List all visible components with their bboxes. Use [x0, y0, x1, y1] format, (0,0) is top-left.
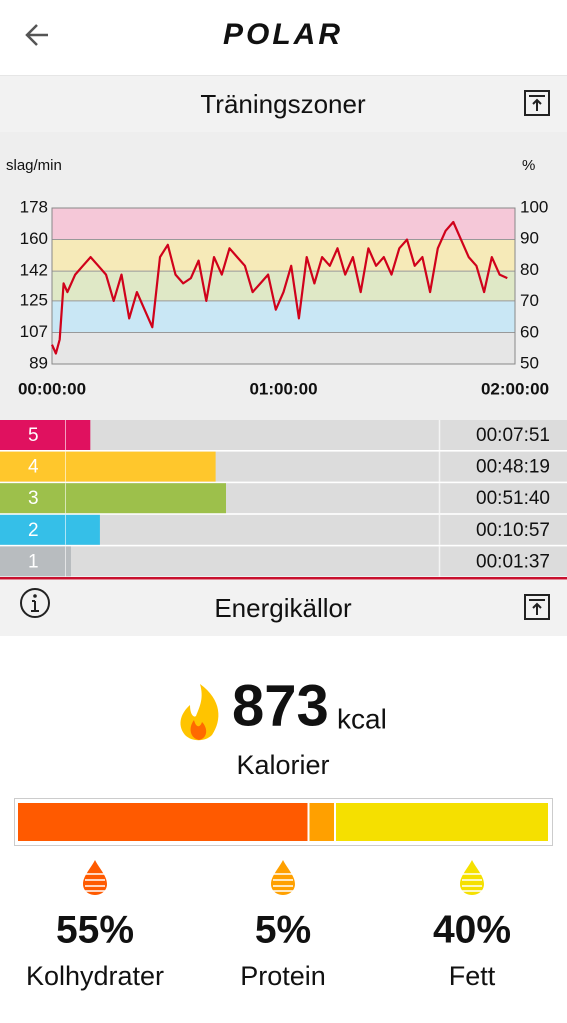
energy-name: Fett	[449, 961, 496, 991]
hr-chart: slag/min % 89 107 125 142 160 178 50 60 70 80 90 100 0…	[6, 157, 549, 399]
y-tick-label: 107	[20, 322, 48, 341]
x-tick-label: 02:00:00	[481, 379, 549, 398]
energy-segment	[309, 803, 334, 841]
zone-time: 00:07:51	[476, 425, 550, 446]
back-button[interactable]	[25, 24, 48, 46]
zone-band	[52, 239, 515, 272]
zone-time: 00:10:57	[476, 520, 550, 541]
energy-segment	[336, 803, 548, 841]
y2-tick-label: 90	[520, 229, 539, 248]
zone-number: 1	[28, 551, 39, 572]
energy-name: Kolhydrater	[26, 961, 164, 991]
zone-time: 00:48:19	[476, 457, 550, 478]
y-tick-label: 178	[20, 197, 48, 216]
energy-percent: 40%	[433, 908, 511, 951]
y2-tick-label: 60	[520, 322, 539, 341]
energy-segment	[18, 803, 308, 841]
zone-band	[52, 271, 515, 301]
section-title: Energikällor	[214, 593, 352, 623]
energy-percent: 5%	[255, 908, 311, 951]
divider	[0, 577, 567, 580]
zone-number: 3	[28, 488, 39, 509]
energy-sources: 55% Kolhydrater 5% Protein 40% Fett	[18, 803, 548, 991]
zone-row-bg	[0, 420, 567, 450]
zone-bar	[0, 451, 216, 482]
y-axis-label: slag/min	[6, 157, 62, 174]
calories-value: 873	[232, 673, 329, 738]
x-tick-label: 01:00:00	[249, 379, 317, 398]
zone-time: 00:51:40	[476, 488, 550, 509]
y2-tick-label: 70	[520, 291, 539, 310]
drop-icon	[83, 860, 107, 895]
y-tick-label: 125	[20, 290, 48, 309]
logo: POLAR	[223, 18, 343, 51]
calories-label: Kalorier	[236, 750, 329, 780]
zone-band	[52, 332, 515, 364]
section-bar	[0, 76, 567, 132]
zone-band	[52, 300, 515, 333]
zone-bar	[0, 546, 72, 577]
export-button[interactable]	[524, 90, 550, 116]
y-tick-label: 89	[29, 353, 48, 372]
header	[0, 0, 567, 75]
hr-line	[50, 220, 508, 355]
zone-band	[52, 208, 515, 240]
drop-icon	[271, 860, 295, 895]
zone-table: 5 00:07:51 4 00:48:19 3 00:51:40 2 00:10:57 1 00:…	[0, 420, 567, 577]
zone-time: 00:01:37	[476, 551, 550, 572]
export-button[interactable]	[524, 594, 550, 620]
y-tick-label: 160	[20, 229, 48, 248]
x-tick-label: 00:00:00	[18, 379, 86, 398]
zone-bar	[0, 514, 100, 545]
flame-icon	[180, 684, 219, 741]
section-bar	[0, 580, 567, 636]
zone-number: 2	[28, 520, 39, 541]
zone-number: 4	[28, 457, 39, 478]
zone-bar	[0, 420, 91, 450]
section-title: Träningszoner	[200, 89, 366, 119]
y2-tick-label: 80	[520, 260, 539, 279]
zone-number: 5	[28, 425, 39, 446]
zone-row-bg	[0, 546, 567, 577]
energy-percent: 55%	[56, 908, 134, 951]
plot-frame	[51, 207, 516, 365]
y2-tick-label: 50	[520, 353, 539, 372]
y2-tick-label: 100	[520, 197, 548, 216]
zone-bar	[0, 483, 226, 514]
y-tick-label: 142	[20, 261, 48, 280]
calories-unit: kcal	[337, 703, 387, 734]
info-button[interactable]	[20, 588, 50, 618]
energy-name: Protein	[240, 961, 326, 991]
y2-axis-label: %	[522, 157, 535, 174]
drop-icon	[460, 860, 484, 895]
